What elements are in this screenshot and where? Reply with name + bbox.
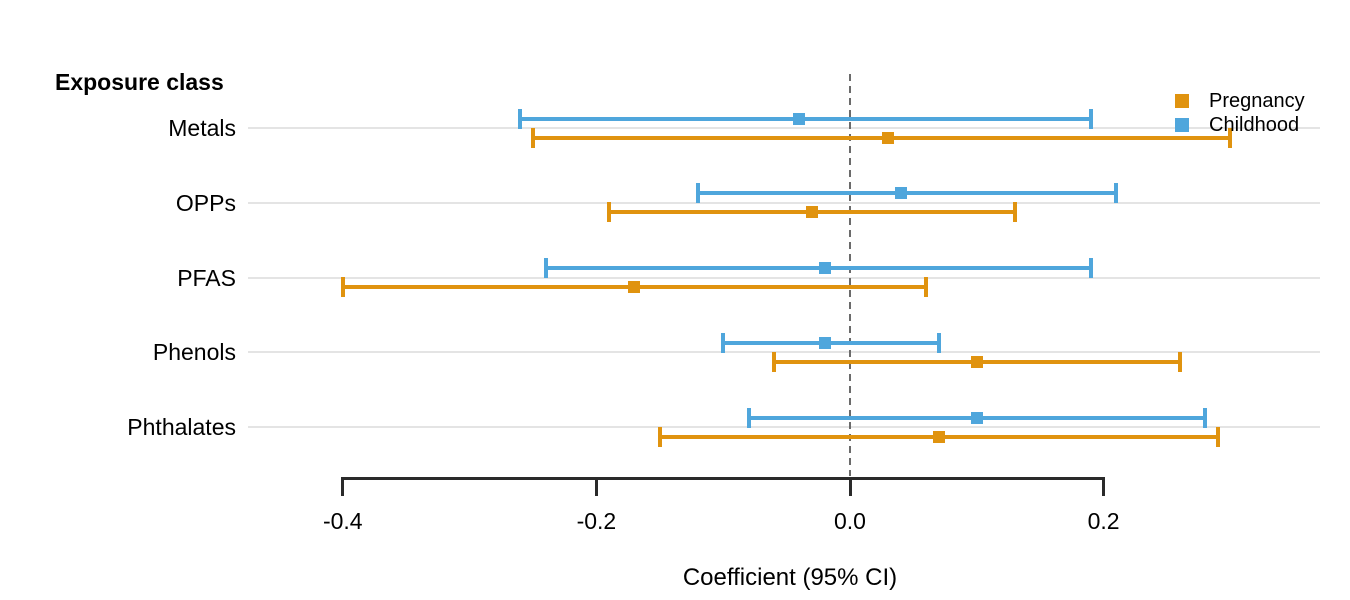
legend-swatch-childhood — [1175, 117, 1189, 132]
x-tick-label--0.4: -0.4 — [322, 508, 363, 534]
errorbar-childhood-pfas — [545, 266, 1091, 271]
x-tick-0.0 — [848, 479, 852, 496]
category-label-phthalates: Phthalates — [127, 414, 236, 441]
gridline-opps — [248, 201, 1320, 204]
errorbar-cap-right-pregnancy-opps — [1012, 202, 1017, 223]
category-label-opps: OPPs — [175, 189, 236, 216]
legend-label-childhood: Childhood — [1209, 113, 1300, 136]
exposure-class-header: Exposure class — [55, 69, 224, 95]
gridline-phthalates — [248, 426, 1320, 429]
errorbar-cap-left-pregnancy-opps — [607, 202, 612, 223]
errorbar-pregnancy-metals — [533, 135, 1231, 140]
x-tick-label-0.0: 0.0 — [834, 508, 866, 534]
category-label-pfas: PFAS — [177, 264, 236, 291]
errorbar-cap-left-pregnancy-phthalates — [657, 426, 662, 447]
point-estimate-childhood-phthalates — [970, 411, 983, 424]
errorbar-childhood-phenols — [723, 340, 939, 345]
point-estimate-childhood-pfas — [818, 262, 831, 275]
errorbar-cap-right-pregnancy-pfas — [924, 277, 929, 298]
gridline-phenols — [248, 351, 1320, 354]
legend-label-pregnancy: Pregnancy — [1209, 90, 1305, 112]
x-tick-label--0.2: -0.2 — [576, 508, 617, 534]
x-tick--0.2 — [594, 479, 598, 496]
legend-swatch-pregnancy — [1175, 94, 1189, 108]
category-label-phenols: Phenols — [152, 339, 236, 366]
errorbar-cap-right-childhood-metals — [1088, 108, 1093, 129]
gridline-pfas — [248, 276, 1320, 279]
errorbar-cap-left-childhood-pfas — [543, 258, 548, 279]
errorbar-cap-left-pregnancy-pfas — [340, 277, 345, 298]
errorbar-cap-right-pregnancy-phenols — [1177, 351, 1182, 372]
x-tick-label-0.2: 0.2 — [1087, 508, 1120, 534]
errorbar-cap-right-childhood-pfas — [1088, 258, 1093, 279]
gridline-metals — [248, 127, 1320, 129]
errorbar-cap-left-childhood-phenols — [721, 332, 726, 353]
errorbar-cap-left-childhood-metals — [518, 108, 523, 129]
point-estimate-childhood-opps — [894, 187, 907, 200]
errorbar-cap-left-pregnancy-phenols — [771, 351, 776, 372]
point-estimate-pregnancy-phenols — [970, 355, 983, 368]
errorbar-cap-right-childhood-phenols — [936, 332, 941, 353]
point-estimate-pregnancy-phthalates — [932, 430, 945, 443]
errorbar-cap-right-pregnancy-metals — [1228, 127, 1233, 148]
errorbar-cap-right-childhood-phthalates — [1203, 407, 1208, 428]
point-estimate-childhood-metals — [793, 112, 806, 125]
point-estimate-childhood-phenols — [818, 336, 831, 349]
errorbar-childhood-opps — [697, 191, 1117, 196]
point-estimate-pregnancy-metals — [882, 131, 895, 144]
errorbar-cap-left-childhood-opps — [695, 183, 700, 204]
x-tick--0.4 — [341, 479, 345, 496]
zero-reference-line — [849, 74, 851, 476]
category-label-metals: Metals — [168, 115, 236, 141]
errorbar-cap-left-pregnancy-metals — [531, 127, 535, 148]
point-estimate-pregnancy-opps — [805, 206, 818, 219]
point-estimate-pregnancy-pfas — [628, 281, 641, 294]
x-axis-line — [341, 477, 1106, 480]
errorbar-cap-right-childhood-opps — [1114, 183, 1119, 204]
x-axis-title: Coefficient (95% CI) — [682, 564, 898, 591]
errorbar-cap-right-pregnancy-phthalates — [1215, 426, 1220, 447]
errorbar-cap-left-childhood-phthalates — [746, 407, 751, 428]
x-tick-0.2 — [1102, 479, 1106, 496]
errorbar-childhood-metals — [520, 116, 1091, 121]
